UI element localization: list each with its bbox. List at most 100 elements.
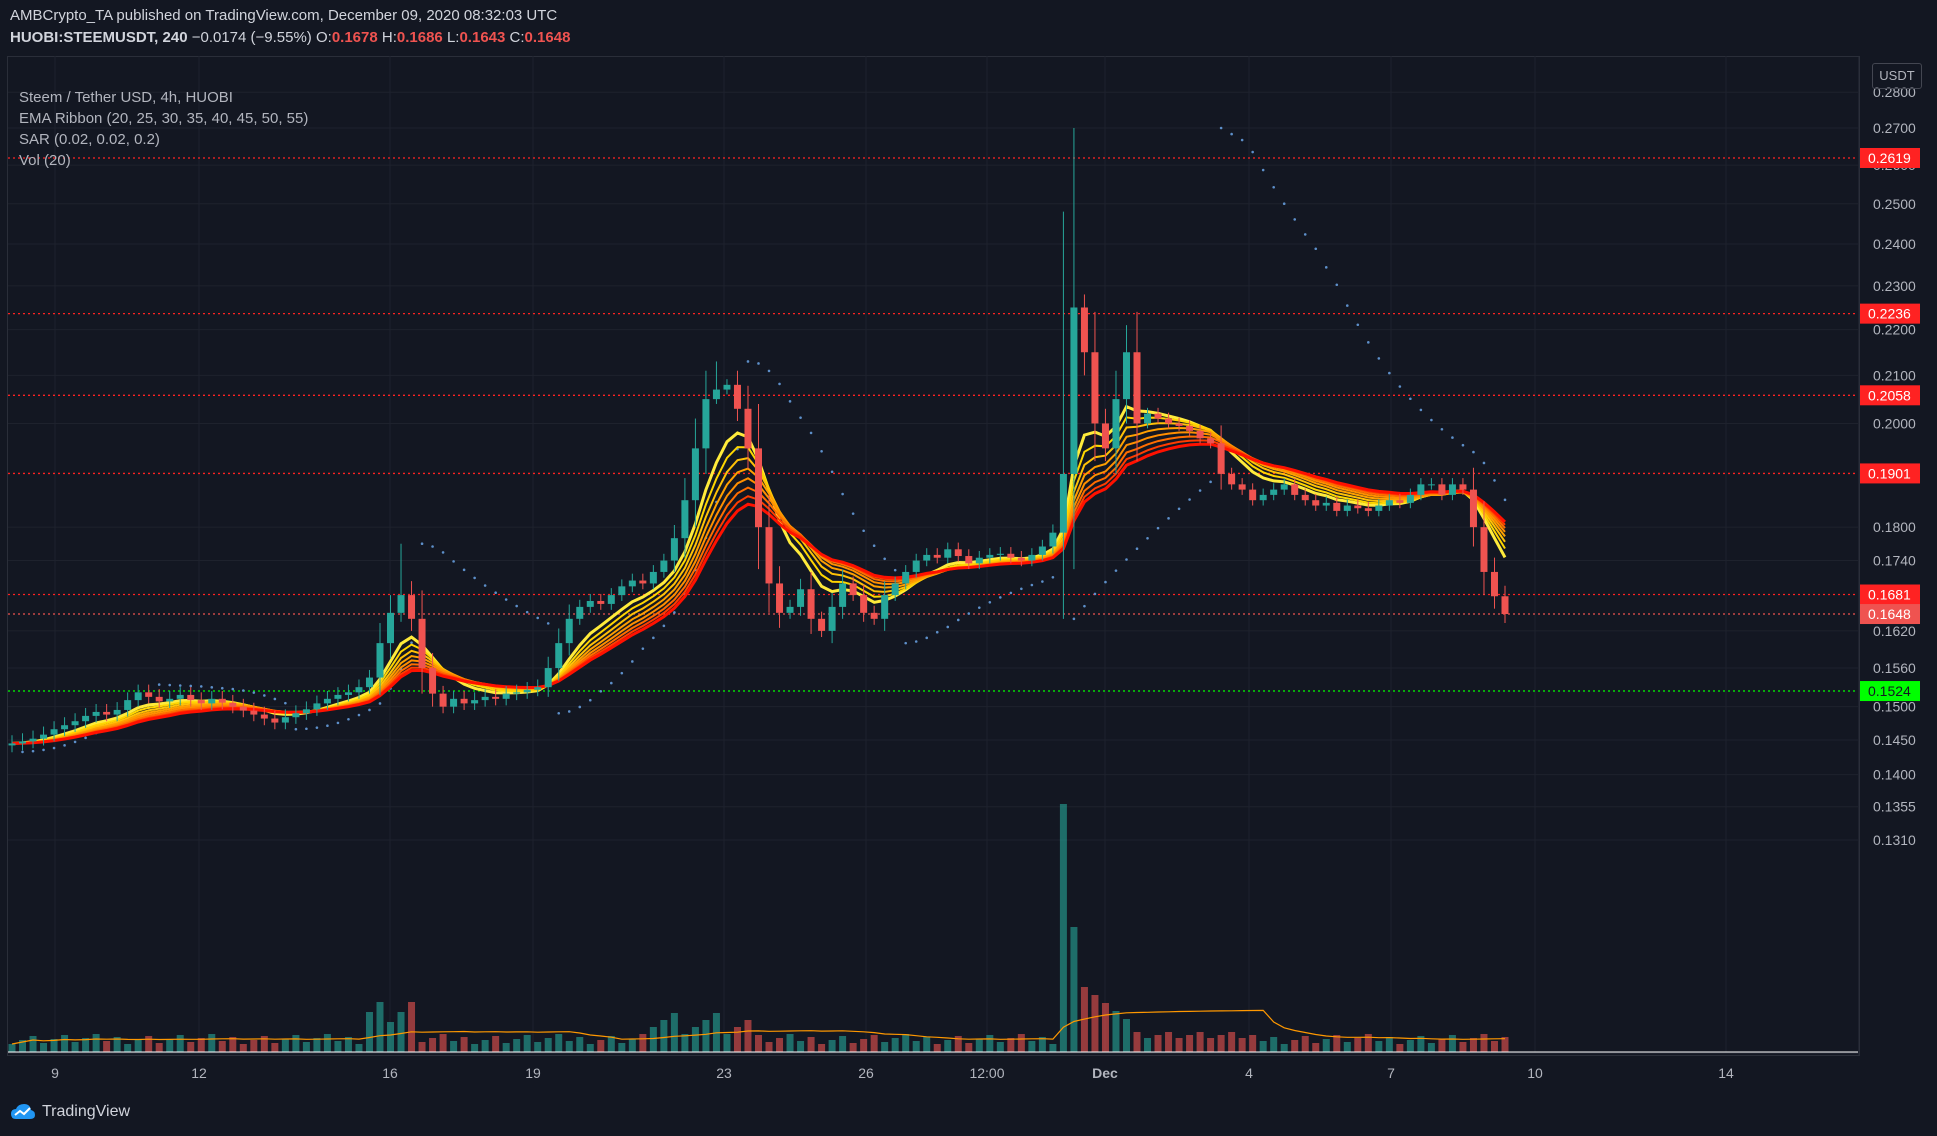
- sar-dot: [284, 701, 287, 705]
- volume-bar: [513, 1039, 521, 1052]
- candle-body: [1322, 502, 1330, 506]
- sar-dot: [914, 640, 918, 643]
- candle-body: [1417, 484, 1425, 495]
- sar-dot: [210, 686, 214, 689]
- volume-bar: [807, 1037, 815, 1052]
- candle-body: [891, 583, 899, 596]
- level-price-label: 0.2236: [1868, 306, 1911, 322]
- sar-legend[interactable]: SAR (0.02, 0.02, 0.2): [19, 131, 160, 148]
- volume-bar: [1175, 1038, 1183, 1052]
- sar-dot: [610, 681, 613, 685]
- volume-bar: [1438, 1039, 1446, 1052]
- sar-dot: [42, 748, 45, 752]
- volume-bar: [145, 1036, 153, 1052]
- sar-dot: [999, 596, 1002, 599]
- candle-body: [1186, 425, 1194, 431]
- candle-body: [965, 556, 973, 564]
- candle-body: [639, 580, 647, 584]
- sar-dot: [473, 576, 476, 580]
- candle-body: [239, 706, 247, 711]
- candle-body: [1343, 505, 1351, 511]
- candle-body: [1080, 307, 1088, 353]
- candle-body: [870, 612, 878, 619]
- volume-bar: [481, 1040, 489, 1052]
- level-price-tag: [1860, 147, 1920, 168]
- candle-body: [166, 698, 174, 702]
- volume-bar: [19, 1040, 27, 1052]
- volume-bar: [260, 1036, 268, 1052]
- volume-bar: [61, 1035, 69, 1052]
- candle-body: [471, 700, 479, 704]
- sar-dot: [1009, 591, 1013, 595]
- open-label: O:: [315, 29, 332, 46]
- volume-bar: [1322, 1039, 1330, 1052]
- candle-body: [134, 692, 142, 701]
- sar-dot: [252, 691, 256, 694]
- sar-dot: [799, 416, 802, 419]
- candle-body: [1196, 430, 1204, 439]
- price-chart[interactable]: 0.28000.27000.26000.25000.24000.23000.22…: [0, 0, 1937, 1090]
- sar-dot: [1167, 517, 1170, 520]
- volume-bar: [923, 1037, 931, 1052]
- candle-body: [786, 606, 794, 613]
- volume-bar: [166, 1039, 174, 1052]
- price-tick-label: 0.1355: [1873, 799, 1916, 815]
- candle-body: [681, 500, 689, 539]
- volume-bar: [134, 1040, 142, 1052]
- candle-body: [712, 389, 720, 400]
- volume-legend[interactable]: Vol (20): [19, 152, 71, 169]
- sar-dot: [52, 746, 56, 750]
- candle-body: [986, 554, 994, 558]
- candle-body: [1175, 423, 1183, 426]
- sar-dot: [1272, 185, 1275, 189]
- level-price-label: 0.2058: [1868, 387, 1911, 403]
- volume-bar: [1459, 1042, 1467, 1052]
- sar-dot: [1388, 371, 1391, 375]
- ema-ribbon-legend[interactable]: EMA Ribbon (20, 25, 30, 35, 40, 45, 50, …: [19, 110, 309, 127]
- volume-bar: [1270, 1037, 1278, 1052]
- sar-dot: [956, 618, 960, 622]
- candle-body: [492, 696, 500, 699]
- currency-selector[interactable]: USDT: [1872, 63, 1922, 89]
- volume-bar: [839, 1036, 847, 1052]
- volume-bar: [849, 1043, 857, 1052]
- candle-body: [1122, 352, 1130, 400]
- sar-dot: [368, 708, 371, 712]
- volume-bar: [649, 1027, 657, 1052]
- volume-bar: [1217, 1035, 1225, 1052]
- sar-dot: [63, 744, 66, 747]
- sar-dot: [357, 713, 361, 717]
- candle-body: [797, 589, 805, 607]
- candle-body: [1291, 484, 1299, 495]
- volume-bar: [323, 1034, 331, 1052]
- volume-bar: [628, 1039, 636, 1052]
- candle-body: [839, 583, 847, 607]
- sar-dot: [326, 724, 329, 727]
- series-title: Steem / Tether USD, 4h, HUOBI: [19, 89, 233, 106]
- candle-body: [124, 700, 132, 710]
- time-tick-label: Dec: [1092, 1065, 1118, 1081]
- volume-bar: [670, 1013, 678, 1052]
- sar-dot: [883, 557, 886, 561]
- tradingview-logo[interactable]: TradingView: [10, 1103, 130, 1121]
- volume-bar: [870, 1035, 878, 1052]
- time-tick-label: 10: [1527, 1065, 1543, 1081]
- candle-body: [1144, 413, 1152, 424]
- candle-body: [607, 595, 615, 604]
- sar-dot: [157, 683, 161, 686]
- candle-body: [933, 554, 941, 558]
- sar-dot: [178, 684, 182, 687]
- candle-body: [1490, 571, 1498, 597]
- volume-bar: [681, 1034, 689, 1052]
- volume-bar: [71, 1042, 79, 1052]
- sar-dot: [1461, 443, 1465, 447]
- sar-dot: [242, 689, 245, 692]
- candle-body: [1270, 489, 1278, 495]
- volume-bar: [271, 1043, 279, 1052]
- volume-bar: [986, 1035, 994, 1052]
- volume-bar: [502, 1043, 510, 1052]
- candle-body: [365, 677, 373, 688]
- price-tick-label: 0.2000: [1873, 415, 1916, 431]
- sar-dot: [294, 727, 298, 731]
- candle-body: [691, 448, 699, 501]
